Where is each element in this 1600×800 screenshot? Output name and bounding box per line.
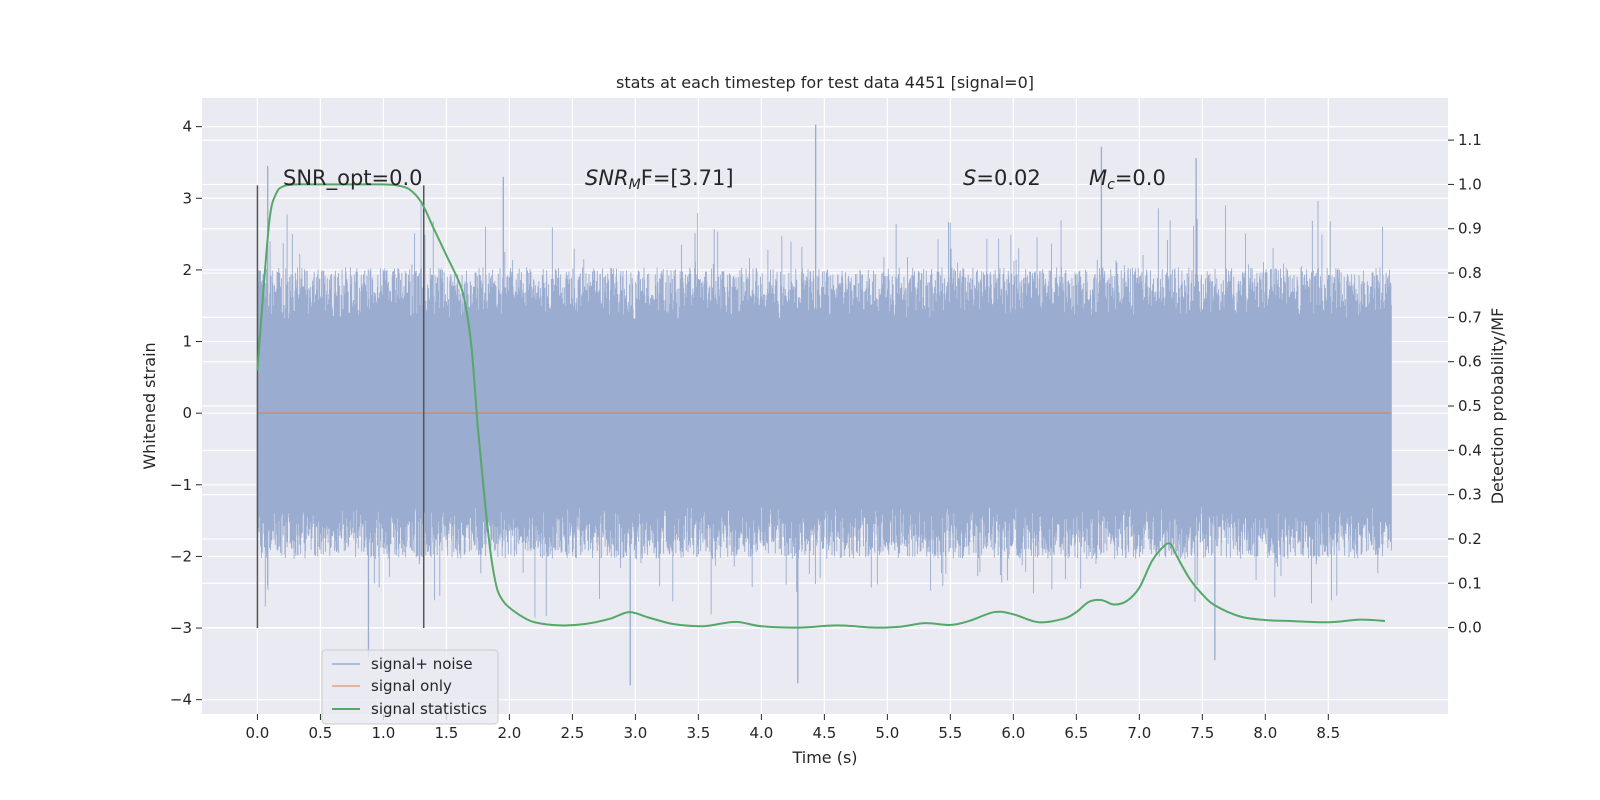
s-label: S <box>963 166 976 190</box>
x-axis-ticks: 0.0 0.5 1.0 1.5 2.0 2.5 3.0 3.5 4.0 4.5 5.0 5.5 6.0 6… <box>246 714 1340 742</box>
left-y-tick-label: 0 <box>182 404 192 422</box>
legend-label-signal-noise: signal+ noise <box>371 655 473 673</box>
x-tick-label: 2.0 <box>497 724 521 742</box>
mc-label: M <box>1089 166 1107 190</box>
mc-sub: c <box>1107 177 1115 193</box>
legend-box <box>321 649 499 725</box>
left-y-tick-label: 3 <box>182 189 192 207</box>
right-y-tick-label: 1.1 <box>1458 131 1482 149</box>
x-tick-label: 4.0 <box>749 724 773 742</box>
boundary-lines <box>256 185 425 629</box>
x-tick-label: 0.0 <box>246 724 270 742</box>
x-tick-label: 8.0 <box>1253 724 1277 742</box>
legend-label-signal-only: signal only <box>371 677 452 695</box>
x-tick-label: 6.5 <box>1064 724 1088 742</box>
right-y-axis-ticks: 1.1 1.0 0.9 0.8 0.7 0.6 0.5 0.4 0.3 0.2 0.1 0.0 <box>1448 131 1482 637</box>
x-tick-label: 1.5 <box>434 724 458 742</box>
mc-annotation: Mc=0.0 <box>1089 166 1166 193</box>
chart-title: stats at each timestep for test data 445… <box>616 73 1034 92</box>
x-tick-label: 2.5 <box>560 724 584 742</box>
left-y-tick-label: 1 <box>182 333 192 351</box>
right-y-tick-label: 0.3 <box>1458 486 1482 504</box>
left-y-tick-label: 2 <box>182 261 192 279</box>
x-tick-label: 7.5 <box>1190 724 1214 742</box>
snr-mf-prefix: SNR <box>585 166 629 190</box>
right-y-tick-label: 1.0 <box>1458 175 1482 193</box>
x-tick-label: 8.5 <box>1316 724 1340 742</box>
right-y-tick-label: 0.6 <box>1458 353 1482 371</box>
x-tick-label: 1.0 <box>371 724 395 742</box>
s-annotation: S=0.02 <box>963 166 1041 190</box>
right-y-axis-title: Detection probability/MF <box>1488 308 1507 505</box>
right-y-tick-label: 0.2 <box>1458 530 1482 548</box>
x-tick-label: 5.5 <box>938 724 962 742</box>
right-y-tick-label: 0.7 <box>1458 308 1482 326</box>
x-tick-label: 0.5 <box>308 724 332 742</box>
mc-value: =0.0 <box>1115 166 1166 190</box>
right-y-tick-label: 0.0 <box>1458 619 1482 637</box>
x-tick-label: 7.0 <box>1127 724 1151 742</box>
left-y-tick-label: −1 <box>170 476 192 494</box>
snr-opt-annotation: SNR_opt=0.0 <box>283 166 423 191</box>
right-y-tick-label: 0.5 <box>1458 397 1482 415</box>
snr-mf-suffix: F=[3.71] <box>641 166 734 190</box>
x-tick-label: 5.0 <box>875 724 899 742</box>
snr-mf-sub: M <box>629 177 641 193</box>
left-y-tick-label: −3 <box>170 619 192 637</box>
legend-label-signal-statistics: signal statistics <box>371 700 487 718</box>
right-y-tick-label: 0.4 <box>1458 441 1482 459</box>
snr-mf-annotation: SNRMF=[3.71] <box>585 166 734 193</box>
right-y-tick-label: 0.1 <box>1458 574 1482 592</box>
x-axis-title: Time (s) <box>791 748 857 767</box>
signal-statistics-line <box>256 183 1386 629</box>
x-tick-label: 4.5 <box>812 724 836 742</box>
left-y-axis-ticks: 4 3 2 1 0 −1 −2 −3 −4 <box>170 118 202 709</box>
x-tick-label: 3.0 <box>623 724 647 742</box>
left-y-tick-label: 4 <box>182 118 192 136</box>
left-y-tick-label: −4 <box>170 691 192 709</box>
x-tick-label: 3.5 <box>686 724 710 742</box>
legend: signal+ noise signal only signal statist… <box>321 649 499 725</box>
left-y-axis-title: Whitened strain <box>140 342 159 469</box>
s-value: =0.02 <box>976 166 1040 190</box>
right-y-tick-label: 0.9 <box>1458 220 1482 238</box>
x-tick-label: 6.0 <box>1001 724 1025 742</box>
left-y-tick-label: −2 <box>170 547 192 565</box>
right-y-tick-label: 0.8 <box>1458 264 1482 282</box>
